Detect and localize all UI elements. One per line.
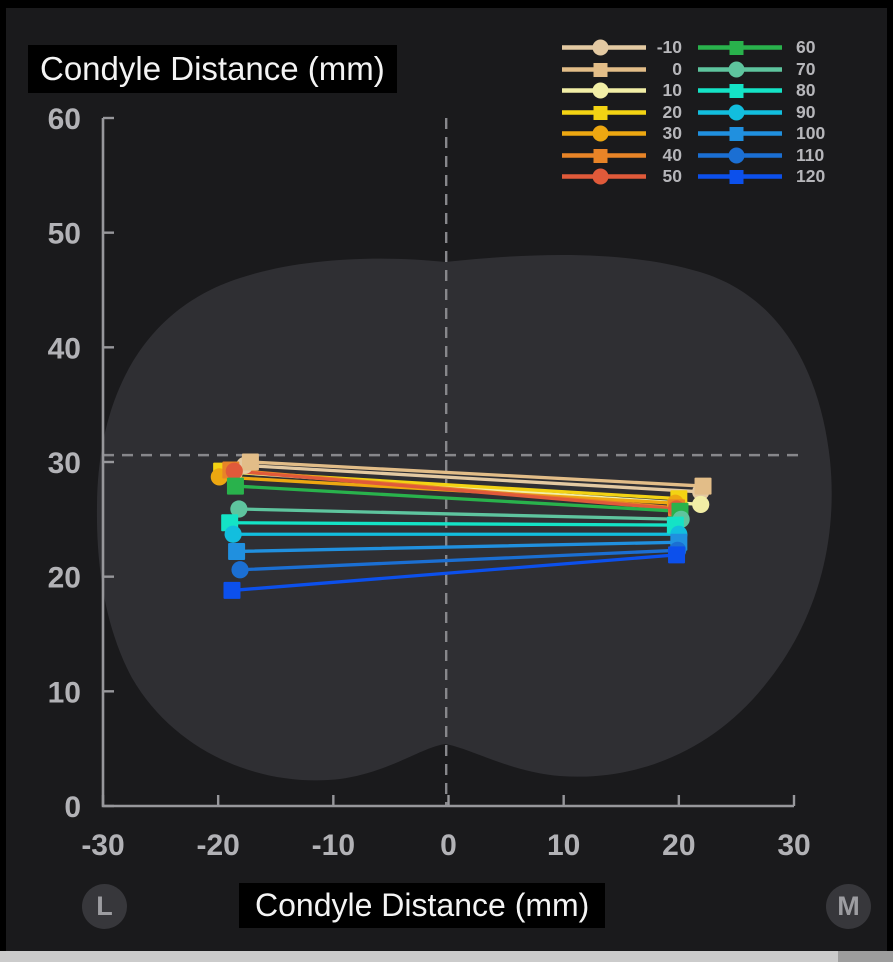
page-title: Condyle Distance (mm) — [28, 45, 397, 93]
data-point-marker-110 — [231, 561, 249, 579]
y-tick-label: 40 — [48, 332, 81, 365]
y-tick-label: 60 — [48, 103, 81, 136]
series-line--10 — [243, 463, 703, 494]
data-point-marker-70 — [230, 500, 248, 518]
y-tick-label: 10 — [48, 676, 81, 709]
legend-swatch-20 — [562, 105, 646, 120]
data-point-marker-50 — [225, 462, 243, 480]
legend-label-120: 120 — [796, 166, 826, 186]
data-point-marker-120 — [223, 581, 241, 599]
legend-label-50: 50 — [662, 166, 682, 186]
legend-swatch-10 — [562, 82, 646, 99]
legend-swatch-0 — [562, 62, 646, 77]
legend-swatch-50 — [562, 168, 646, 185]
y-tick-label: 20 — [48, 562, 81, 595]
bottom-strip — [0, 951, 893, 962]
legend-row: 20 90 — [560, 102, 844, 124]
legend-row: 50 120 — [560, 166, 844, 188]
legend-label-30: 30 — [662, 123, 682, 143]
legend-label-0: 0 — [672, 58, 682, 79]
x-tick-label: -20 — [196, 829, 239, 862]
legend-label-110: 110 — [796, 144, 825, 165]
legend-marker-circle — [728, 61, 745, 78]
legend-swatch-110 — [698, 147, 782, 164]
legend-marker-square — [729, 84, 744, 99]
y-tick-label: 0 — [64, 791, 81, 824]
legend-marker-square — [729, 41, 744, 56]
data-point-marker-100 — [228, 542, 246, 560]
legend-marker-square — [593, 105, 608, 120]
legend-marker-circle — [592, 39, 609, 56]
legend-swatch-60 — [698, 41, 782, 56]
crosshair-lines — [103, 118, 802, 806]
legend-row: 30 100 — [560, 123, 844, 145]
legend-label-20: 20 — [662, 101, 682, 122]
lateral-side-badge: L — [82, 884, 127, 929]
data-point-marker-90 — [224, 525, 242, 543]
data-point-marker-120 — [668, 546, 686, 564]
legend-swatch--10 — [562, 39, 646, 56]
legend-marker-square — [729, 127, 744, 142]
data-point-marker-60 — [226, 477, 244, 495]
legend-swatch-80 — [698, 84, 782, 99]
x-tick-label: 10 — [547, 829, 580, 862]
series-markers — [210, 453, 712, 599]
legend-row: 10 80 — [560, 80, 844, 102]
x-tick-label: 20 — [662, 829, 695, 862]
legend-label--10: -10 — [656, 37, 682, 57]
series-line-0 — [248, 460, 705, 488]
legend-marker-square — [729, 170, 744, 185]
data-point-marker-0 — [694, 477, 712, 495]
legend-swatch-30 — [562, 125, 646, 142]
legend-marker-circle — [592, 125, 609, 142]
legend-row: -10 60 — [560, 37, 844, 59]
legend-marker-circle — [592, 168, 609, 185]
data-point-marker-0 — [241, 453, 259, 471]
x-tick-label: 30 — [777, 829, 810, 862]
bottom-strip-end — [838, 951, 893, 962]
legend-label-60: 60 — [796, 37, 816, 57]
legend-label-10: 10 — [662, 80, 682, 100]
legend-label-70: 70 — [796, 58, 816, 79]
series-line-80 — [228, 521, 678, 527]
legend-swatch-100 — [698, 127, 782, 142]
y-tick-label: 30 — [48, 447, 81, 480]
x-axis-title: Condyle Distance (mm) — [239, 883, 606, 928]
legend-marker-circle — [728, 147, 745, 164]
series-line-100 — [234, 540, 681, 554]
legend-marker-square — [593, 62, 608, 77]
legend-label-40: 40 — [662, 144, 682, 165]
series-line-60 — [233, 484, 682, 513]
legend-marker-square — [593, 148, 608, 163]
series-line-110 — [238, 548, 680, 572]
data-point-marker-10 — [692, 495, 710, 514]
legend-swatch-40 — [562, 148, 646, 163]
legend-marker-circle — [592, 82, 609, 99]
legend-row: 0 70 — [560, 59, 844, 81]
y-tick-label: 50 — [48, 218, 81, 251]
x-tick-label: -30 — [81, 829, 124, 862]
series-line-120 — [230, 553, 679, 593]
legend: -10 60 0 70 10 80 20 90 30 100 40 110 50 120 — [560, 37, 844, 188]
legend-swatch-90 — [698, 104, 782, 121]
medial-side-badge: M — [826, 884, 871, 929]
x-tick-label: -10 — [312, 829, 355, 862]
legend-label-80: 80 — [796, 80, 816, 100]
legend-row: 40 110 — [560, 145, 844, 167]
legend-marker-circle — [728, 104, 745, 121]
series-lines — [217, 460, 705, 593]
series-line-70 — [237, 507, 683, 521]
tibia-outline-shape — [96, 254, 832, 781]
legend-swatch-70 — [698, 61, 782, 78]
legend-swatch-120 — [698, 170, 782, 185]
x-tick-label: 0 — [440, 829, 457, 862]
series-line-50 — [232, 469, 679, 511]
legend-label-100: 100 — [796, 123, 826, 143]
legend-label-90: 90 — [796, 101, 816, 122]
